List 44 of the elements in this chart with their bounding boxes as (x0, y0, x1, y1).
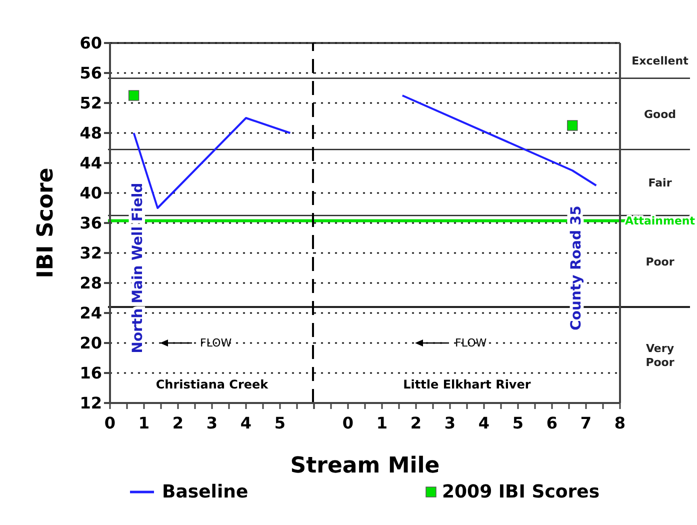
x-tick-label: 3 (206, 414, 218, 432)
y-tick-label: 32 (80, 244, 102, 263)
y-tick-label: 44 (80, 154, 102, 173)
text: Excellent (632, 54, 688, 68)
x-tick-label: 3 (444, 414, 456, 432)
x-tick-label: 0 (342, 414, 354, 432)
x-tick-label: 2 (172, 414, 184, 432)
y-tick-label: 40 (80, 184, 102, 203)
x-tick-label: 0 (104, 414, 116, 432)
x-tick-label: 4 (240, 414, 252, 432)
x-tick-label: 1 (138, 414, 150, 432)
text: Fair (648, 176, 672, 189)
x-tick-label: 7 (580, 414, 592, 432)
annotation: Little Elkhart River (403, 377, 531, 392)
ref-line-label: Attainment (624, 214, 696, 228)
text: Good (644, 107, 676, 120)
annotation: FLOW (200, 336, 232, 350)
y-tick-label: 48 (80, 124, 102, 143)
y-axis-title: IBI Score (34, 168, 58, 278)
legend-label: 2009 IBI Scores (442, 482, 600, 502)
x-tick-label: 4 (478, 414, 490, 432)
y-tick-label: 24 (80, 304, 102, 323)
y-tick-label: 16 (80, 364, 102, 383)
y-tick-label: 12 (80, 394, 102, 413)
text: Poor (646, 254, 675, 268)
x-tick-label: 2 (410, 414, 422, 432)
y-tick-label: 56 (80, 64, 102, 83)
y-tick-label: 36 (80, 214, 102, 233)
annotation: County Road 35 (568, 206, 584, 330)
y-tick-label: 52 (80, 94, 102, 113)
y-tick-label: 60 (80, 34, 102, 53)
x-tick-label: 6 (546, 414, 558, 432)
x-tick-label: 5 (274, 414, 286, 432)
annotation: North Main Well Field (130, 182, 146, 354)
x-axis-title: Stream Mile (290, 454, 440, 478)
annotation: Christiana Creek (156, 377, 270, 392)
y-tick-label: 20 (80, 334, 102, 353)
legend-label: Baseline (162, 482, 248, 502)
text: Very Poor (646, 342, 675, 368)
x-tick-label: 8 (614, 414, 626, 432)
x-tick-label: 1 (376, 414, 388, 432)
x-tick-label: 5 (512, 414, 524, 432)
annotation: FLOW (455, 336, 487, 350)
y-tick-label: 28 (80, 274, 102, 293)
